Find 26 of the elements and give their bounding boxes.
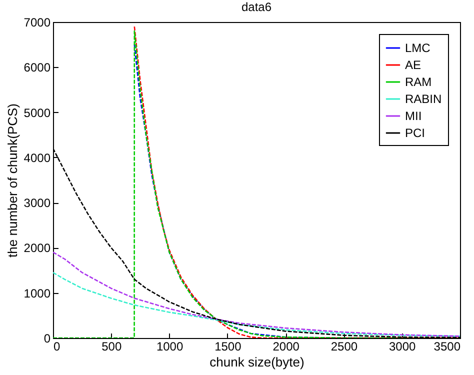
y-tick-label: 5000 [24, 106, 51, 120]
x-tick-label: 3500 [434, 340, 461, 354]
y-tick-label: 2000 [24, 241, 51, 256]
x-tick-label: 1500 [214, 340, 242, 354]
x-tick-label: 2000 [272, 340, 300, 354]
y-tick-label: 3000 [24, 196, 51, 210]
y-tick-label: 1000 [24, 286, 51, 300]
y-tick-label: 6000 [24, 60, 51, 75]
legend-label: RAM [405, 75, 432, 89]
x-tick-label: 3000 [389, 340, 416, 354]
legend-label: AE [405, 58, 422, 72]
y-tick-label: 7000 [24, 16, 51, 30]
y-tick-label: 4000 [24, 150, 51, 165]
x-axis-title: chunk size(byte) [210, 354, 304, 370]
x-tick-label: 1000 [156, 340, 184, 354]
y-axis-title: the number of chunk(PCS) [4, 104, 20, 258]
x-tick-label: 2500 [330, 340, 358, 354]
legend-label: MII [405, 109, 422, 123]
legend-label: LMC [405, 41, 431, 55]
x-tick-label: 500 [102, 340, 122, 354]
legend-label: RABIN [405, 92, 442, 106]
legend-label: PCI [405, 126, 426, 140]
chart-title: data6 [241, 0, 272, 14]
line-series [53, 252, 460, 337]
line-series [53, 272, 460, 337]
x-tick-label: 0 [54, 340, 60, 354]
